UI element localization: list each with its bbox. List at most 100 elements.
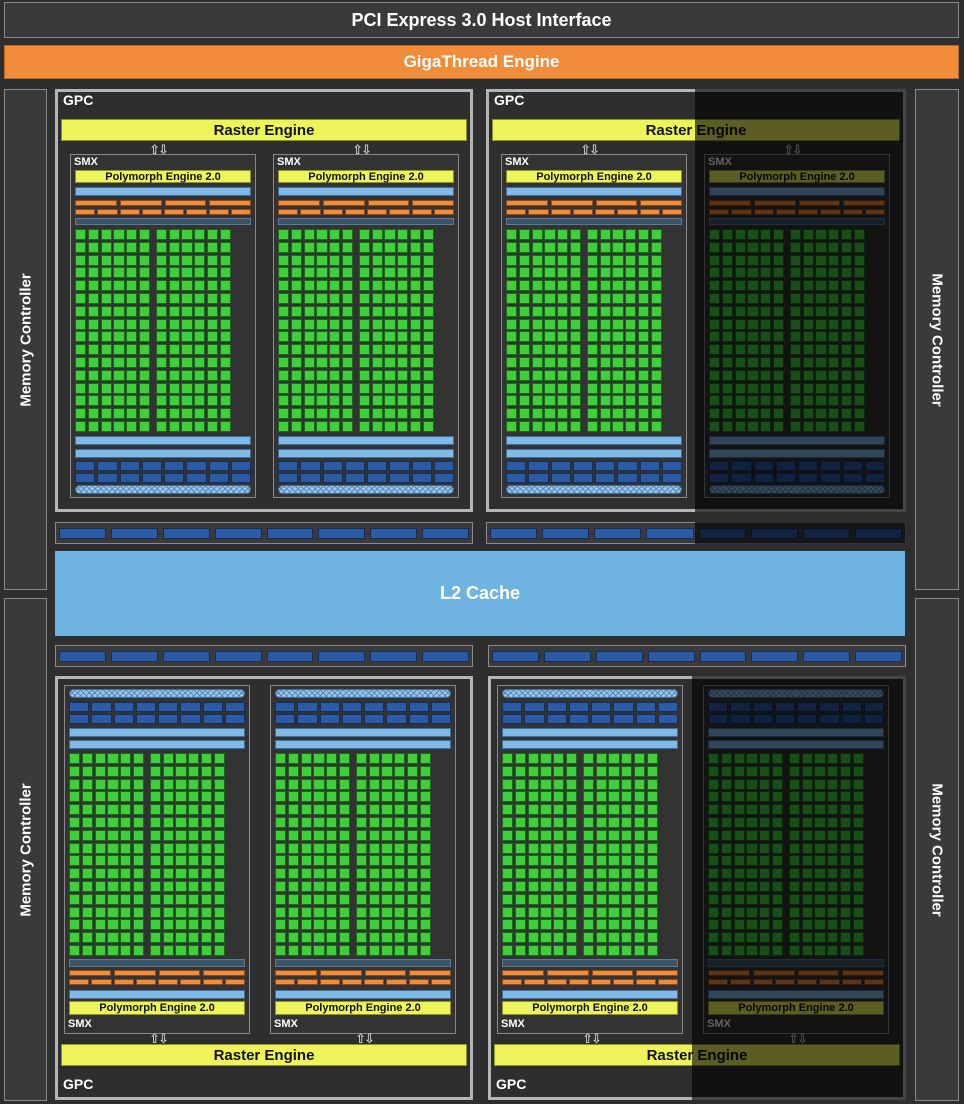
cuda-core bbox=[300, 855, 312, 867]
cuda-core bbox=[621, 881, 633, 892]
cuda-core bbox=[852, 842, 864, 854]
cuda-core bbox=[371, 305, 383, 317]
sfu-ld-st-unit bbox=[275, 714, 296, 724]
cuda-core bbox=[219, 280, 231, 292]
cuda-core bbox=[326, 906, 338, 918]
cuda-core bbox=[570, 280, 582, 292]
cuda-core bbox=[120, 855, 132, 867]
cuda-core bbox=[278, 229, 290, 240]
cuda-core bbox=[290, 395, 302, 407]
cuda-core bbox=[814, 893, 826, 905]
cuda-core bbox=[828, 229, 840, 240]
cuda-core bbox=[502, 753, 514, 764]
dispatch-unit bbox=[775, 209, 796, 215]
memory-interface-block bbox=[370, 528, 418, 539]
cuda-core bbox=[278, 344, 290, 356]
cuda-core bbox=[650, 318, 662, 330]
cuda-core bbox=[219, 229, 231, 240]
cuda-core bbox=[540, 868, 552, 880]
cuda-core bbox=[514, 881, 526, 892]
sfu-ld-st-unit bbox=[341, 702, 362, 712]
cuda-core bbox=[303, 331, 315, 343]
sfu-ld-st-unit bbox=[364, 702, 385, 712]
cuda-core bbox=[278, 382, 290, 394]
cuda-core bbox=[772, 829, 784, 841]
cuda-core bbox=[540, 855, 552, 867]
cuda-core bbox=[329, 331, 341, 343]
cuda-core bbox=[746, 868, 758, 880]
cuda-core bbox=[316, 229, 328, 240]
cuda-core bbox=[801, 893, 813, 905]
cuda-core bbox=[531, 305, 543, 317]
cuda-core bbox=[81, 906, 93, 918]
cuda-core bbox=[290, 344, 302, 356]
cuda-core bbox=[188, 868, 200, 880]
cuda-core bbox=[570, 395, 582, 407]
cuda-core bbox=[75, 293, 87, 304]
cuda-core bbox=[175, 842, 187, 854]
cuda-core bbox=[133, 906, 145, 918]
cuda-core bbox=[316, 241, 328, 253]
cuda-core bbox=[638, 408, 650, 420]
cuda-core bbox=[168, 267, 180, 279]
cuda-core bbox=[827, 765, 839, 777]
cuda-core bbox=[342, 267, 354, 279]
cuda-core bbox=[638, 280, 650, 292]
cuda-core bbox=[709, 318, 721, 330]
cuda-core bbox=[814, 932, 826, 944]
cuda-core bbox=[608, 817, 620, 828]
cuda-core bbox=[557, 305, 569, 317]
cuda-core bbox=[828, 254, 840, 266]
dispatch-unit bbox=[113, 979, 134, 985]
cuda-core bbox=[419, 765, 431, 777]
warp-scheduler-unit bbox=[367, 200, 410, 206]
cuda-core bbox=[646, 855, 658, 867]
cuda-core bbox=[201, 765, 213, 777]
cuda-core bbox=[87, 408, 99, 420]
cuda-core bbox=[840, 804, 852, 816]
cuda-core bbox=[841, 344, 853, 356]
cuda-core bbox=[201, 893, 213, 905]
cuda-core bbox=[801, 778, 813, 790]
cuda-core bbox=[721, 344, 733, 356]
cuda-core bbox=[852, 893, 864, 905]
sfu-ld-st-unit bbox=[617, 461, 638, 471]
cuda-core bbox=[181, 293, 193, 304]
cuda-core bbox=[531, 241, 543, 253]
memory-interface-block bbox=[492, 651, 539, 662]
cuda-core bbox=[201, 919, 213, 931]
cuda-core bbox=[113, 357, 125, 368]
sfu-ld-st-unit bbox=[657, 714, 678, 724]
memory-controller-label: Memory Controller bbox=[17, 272, 34, 407]
cuda-core bbox=[747, 241, 759, 253]
cuda-core bbox=[300, 906, 312, 918]
polymorph-engine: Polymorph Engine 2.0 bbox=[502, 1001, 678, 1015]
memory-interface-block bbox=[542, 528, 590, 539]
cuda-core bbox=[772, 932, 784, 944]
cuda-core bbox=[557, 331, 569, 343]
cuda-core bbox=[275, 753, 287, 764]
cuda-core bbox=[733, 791, 745, 803]
cuda-core bbox=[300, 932, 312, 944]
cuda-core bbox=[708, 855, 720, 867]
cuda-core bbox=[760, 254, 772, 266]
cuda-core bbox=[638, 382, 650, 394]
cuda-core bbox=[394, 778, 406, 790]
instruction-cache-bar bbox=[75, 187, 251, 196]
cuda-core bbox=[788, 881, 800, 892]
cuda-core bbox=[720, 945, 732, 956]
cuda-core bbox=[789, 395, 801, 407]
cuda-core bbox=[531, 254, 543, 266]
cuda-core bbox=[397, 421, 409, 432]
cuda-core bbox=[100, 318, 112, 330]
cuda-core bbox=[410, 408, 422, 420]
cuda-core bbox=[852, 804, 864, 816]
sfu-ld-st-unit bbox=[386, 714, 407, 724]
cuda-core bbox=[759, 855, 771, 867]
cuda-core bbox=[570, 241, 582, 253]
cuda-core bbox=[733, 906, 745, 918]
sfu-ld-st-unit bbox=[731, 473, 752, 483]
cuda-core bbox=[139, 344, 151, 356]
cuda-core bbox=[733, 817, 745, 828]
cuda-core bbox=[557, 267, 569, 279]
